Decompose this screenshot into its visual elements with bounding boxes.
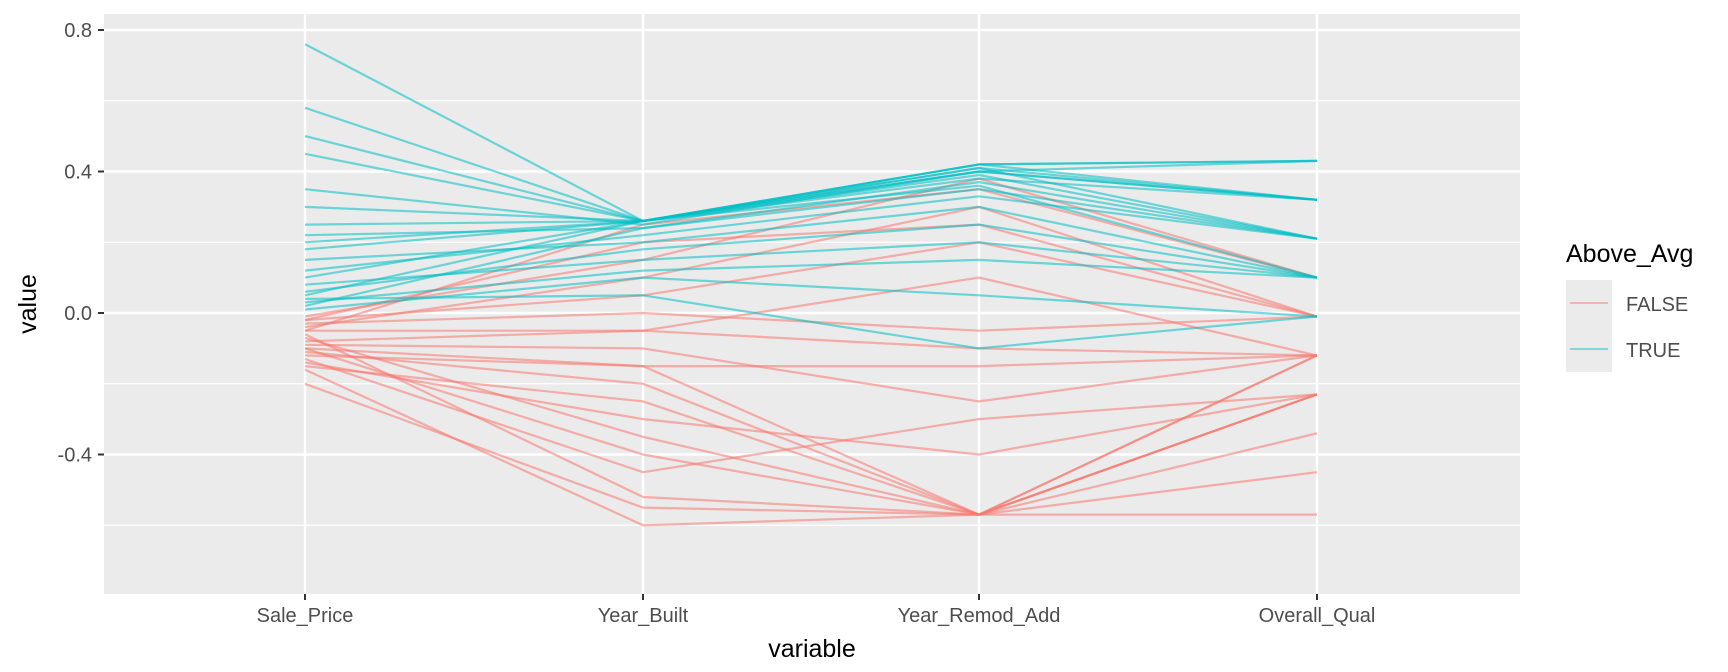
x-axis: Sale_Price Year_Built Year_Remod_Add Overal… bbox=[257, 594, 1376, 627]
series-false-line-17 bbox=[304, 368, 1318, 527]
data-lines bbox=[304, 43, 1318, 527]
x-tick-label-0: Sale_Price bbox=[257, 605, 354, 627]
legend-key-false bbox=[1566, 280, 1612, 326]
series-false-line-0 bbox=[304, 188, 1318, 332]
series-false-line-19 bbox=[304, 347, 1318, 368]
series-true-line-11 bbox=[304, 195, 1318, 272]
series-true-line-8 bbox=[304, 241, 1318, 286]
x-tick-label-3: Overall_Qual bbox=[1259, 605, 1376, 627]
series-true-line-5 bbox=[304, 205, 1318, 279]
series-false-line-13 bbox=[304, 336, 1317, 516]
series-true-line-7 bbox=[304, 43, 1318, 223]
series-true-line-14 bbox=[304, 184, 1318, 279]
y-axis-title: value bbox=[14, 274, 42, 334]
series-true-line-16 bbox=[304, 223, 1318, 293]
y-tick-label-0: 0.8 bbox=[64, 20, 92, 42]
series-true-line-13 bbox=[304, 294, 1318, 350]
series-false-line-18 bbox=[304, 223, 1318, 322]
y-tick-label-1: 0.4 bbox=[64, 162, 92, 184]
series-false-line-7 bbox=[304, 382, 1318, 516]
series-false-line-15 bbox=[304, 357, 1318, 474]
legend-title: Above_Avg bbox=[1566, 240, 1693, 268]
series-false-line-12 bbox=[304, 350, 1318, 516]
series-false-line-10 bbox=[304, 361, 1318, 456]
legend-label-true: TRUE bbox=[1626, 340, 1680, 362]
series-true-line-19 bbox=[304, 135, 1318, 223]
series-false-line-14 bbox=[304, 177, 1318, 318]
legend-key-true bbox=[1566, 326, 1612, 372]
y-tick-label-3: -0.4 bbox=[58, 445, 92, 467]
x-tick-label-2: Year_Remod_Add bbox=[898, 605, 1061, 627]
series-true-line-10 bbox=[304, 276, 1318, 318]
x-tick-label-1: Year_Built bbox=[598, 605, 689, 627]
series-false-line-2 bbox=[304, 329, 1318, 357]
legend: Above_Avg FALSE TRUE bbox=[1566, 240, 1693, 372]
series-false-line-11 bbox=[304, 205, 1318, 329]
series-true-line-18 bbox=[304, 258, 1318, 304]
series-true-line-3 bbox=[304, 188, 1318, 307]
series-false-line-9 bbox=[304, 343, 1318, 403]
y-tick-label-2: 0.0 bbox=[64, 303, 92, 325]
x-axis-title: variable bbox=[768, 635, 856, 663]
series-true-line-17 bbox=[304, 181, 1318, 240]
series-false-line-16 bbox=[305, 276, 1318, 357]
y-axis: 0.8 0.4 0.0 -0.4 bbox=[58, 20, 104, 467]
series-false-line-1 bbox=[304, 241, 1318, 322]
legend-label-false: FALSE bbox=[1626, 294, 1688, 316]
series-true-line-15 bbox=[304, 152, 1318, 223]
